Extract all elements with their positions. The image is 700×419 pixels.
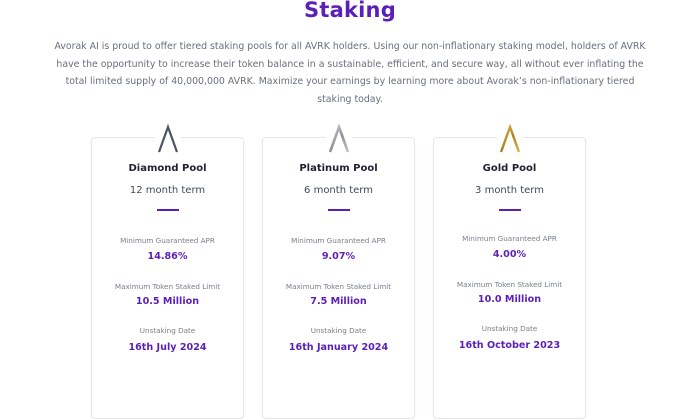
section-title: Staking (304, 0, 396, 22)
unstake-label: Unstaking Date (139, 326, 196, 335)
pool-name: Gold Pool (482, 163, 537, 174)
intro-paragraph: Avorak AI is proud to offer tiered staki… (54, 41, 646, 105)
unstake-label: Unstaking Date (310, 326, 367, 335)
pool-card-diamond: Diamond Pool 12 month term Minimum Guara… (91, 124, 244, 419)
limit-value: 10.0 Million (477, 294, 542, 305)
pool-name: Diamond Pool (128, 163, 207, 174)
apr-label: Minimum Guaranteed APR (462, 234, 557, 243)
pool-term: 6 month term (304, 185, 373, 196)
pool-name: Platinum Pool (299, 163, 378, 174)
apr-value: 9.07% (321, 251, 356, 262)
divider (156, 209, 179, 211)
divider (327, 209, 350, 211)
unstake-label: Unstaking Date (481, 324, 538, 333)
apr-label: Minimum Guaranteed APR (120, 236, 215, 245)
divider (498, 209, 521, 211)
pool-card-platinum: Platinum Pool 6 month term Minimum Guara… (262, 124, 415, 419)
pool-card-gold: Gold Pool 3 month term Minimum Guarantee… (433, 124, 586, 419)
pool-term: 12 month term (129, 185, 206, 196)
limit-label: Maximum Token Staked Limit (285, 282, 392, 291)
limit-value: 7.5 Million (310, 296, 367, 307)
unstake-date: 16th July 2024 (128, 342, 207, 353)
platinum-chevron-icon (325, 124, 352, 154)
gold-chevron-icon (496, 124, 523, 154)
apr-label: Minimum Guaranteed APR (291, 236, 386, 245)
diamond-chevron-icon (154, 124, 181, 154)
unstake-date: 16th October 2023 (458, 340, 561, 351)
unstake-date: 16th January 2024 (288, 342, 389, 353)
limit-label: Maximum Token Staked Limit (456, 280, 563, 289)
apr-value: 14.86% (147, 251, 188, 262)
limit-label: Maximum Token Staked Limit (114, 282, 221, 291)
limit-value: 10.5 Million (135, 296, 200, 307)
apr-value: 4.00% (492, 249, 527, 260)
pool-term: 3 month term (475, 185, 544, 196)
